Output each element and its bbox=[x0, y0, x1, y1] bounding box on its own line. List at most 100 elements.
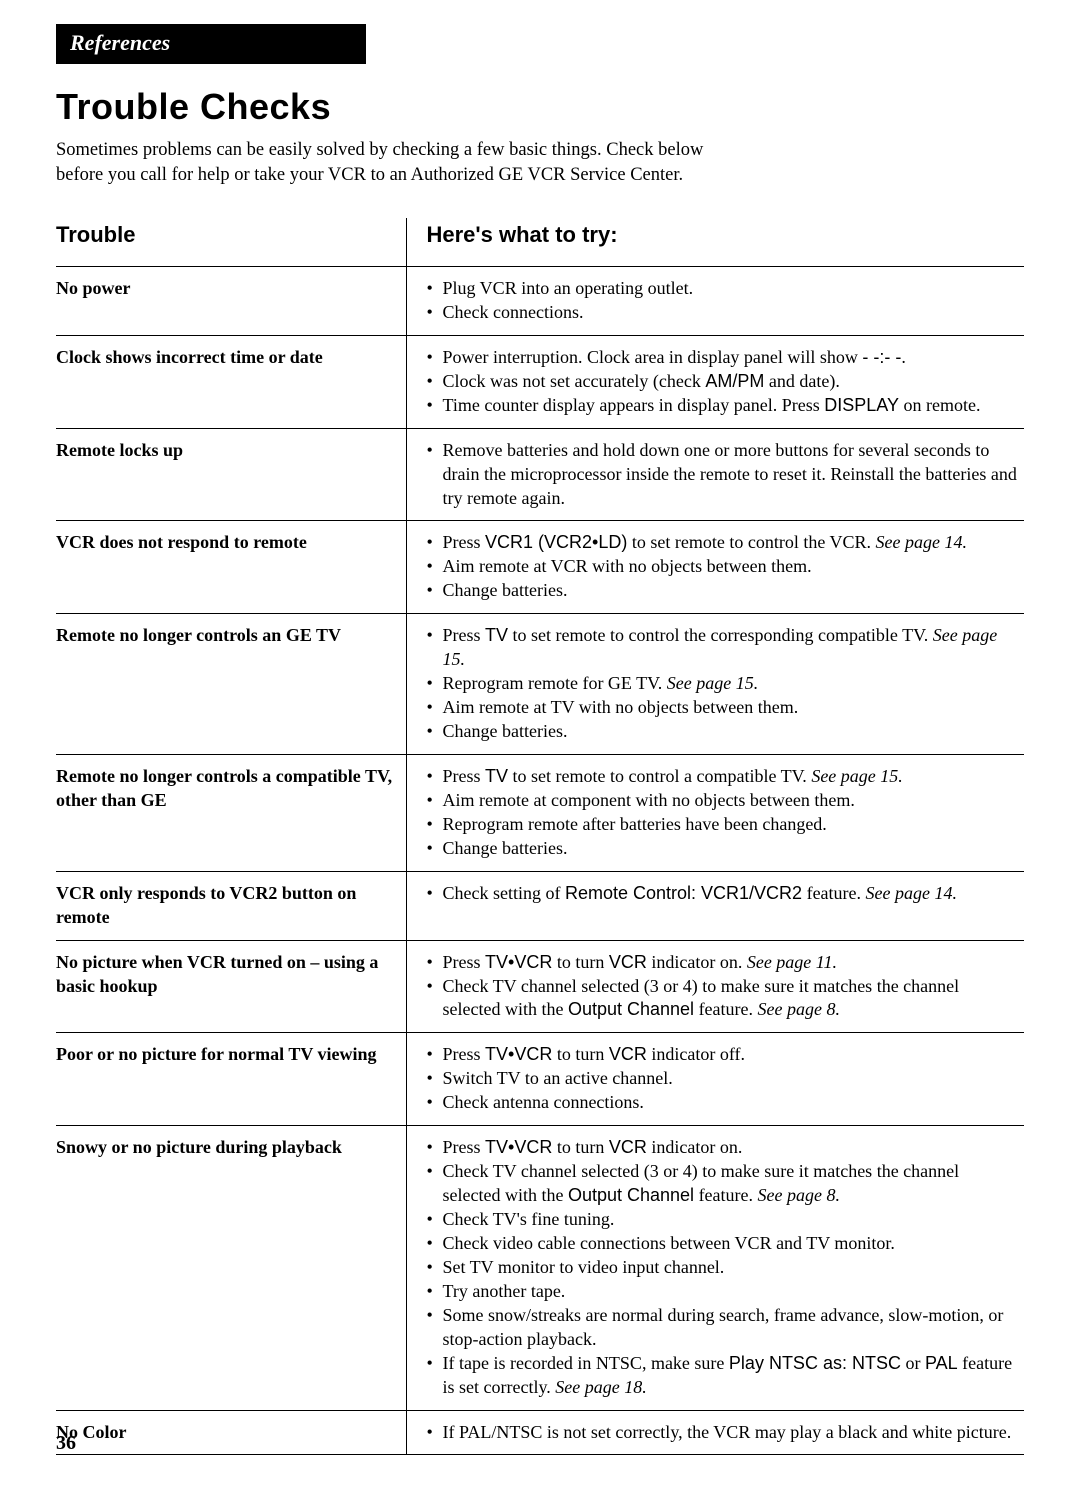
text-segment: VCR1 (VCR2•LD) bbox=[485, 532, 627, 552]
text-segment: Press bbox=[443, 625, 486, 645]
col-head-try: Here's what to try: bbox=[406, 218, 1024, 267]
page-title: Trouble Checks bbox=[56, 86, 1024, 128]
try-cell: Press TV•VCR to turn VCR indicator on. Ch… bbox=[406, 1126, 1024, 1410]
text-segment: See page 8. bbox=[758, 1185, 840, 1205]
col-head-trouble: Trouble bbox=[56, 218, 406, 267]
intro-line-2: before you call for help or take your VC… bbox=[56, 165, 683, 185]
text-segment: Try another tape. bbox=[443, 1281, 566, 1301]
table-row: Snowy or no picture during playbackPress… bbox=[56, 1126, 1024, 1410]
try-item: Check setting of Remote Control: VCR1/VC… bbox=[427, 882, 1019, 906]
text-segment: VCR bbox=[609, 952, 647, 972]
table-row: VCR only responds to VCR2 button on remo… bbox=[56, 871, 1024, 940]
try-item: Aim remote at TV with no objects between… bbox=[427, 696, 1019, 720]
text-segment: Output Channel bbox=[568, 1185, 694, 1205]
table-header-row: Trouble Here's what to try: bbox=[56, 218, 1024, 267]
text-segment: Check antenna connections. bbox=[443, 1092, 644, 1112]
try-item: Try another tape. bbox=[427, 1280, 1019, 1304]
try-item: Check antenna connections. bbox=[427, 1091, 1019, 1115]
text-segment: Time counter display appears in display … bbox=[443, 395, 825, 415]
trouble-cell: Snowy or no picture during playback bbox=[56, 1126, 406, 1410]
try-item: Reprogram remote after batteries have be… bbox=[427, 813, 1019, 837]
try-list: Press TV•VCR to turn VCR indicator on. Ch… bbox=[427, 1136, 1019, 1399]
trouble-cell: No Color bbox=[56, 1410, 406, 1455]
text-segment: See page 14. bbox=[876, 532, 967, 552]
intro-line-1: Sometimes problems can be easily solved … bbox=[56, 140, 703, 160]
text-segment: Power interruption. Clock area in displa… bbox=[443, 347, 863, 367]
table-body: No power Plug VCR into an operating outle… bbox=[56, 266, 1024, 1455]
text-segment: DISPLAY bbox=[824, 395, 899, 415]
text-segment: and date). bbox=[764, 371, 839, 391]
text-segment: feature. bbox=[802, 883, 865, 903]
text-segment: PAL bbox=[925, 1353, 958, 1373]
page: References Trouble Checks Sometimes prob… bbox=[0, 0, 1080, 1495]
intro-text: Sometimes problems can be easily solved … bbox=[56, 138, 1024, 188]
text-segment: AM/PM bbox=[705, 371, 764, 391]
text-segment: Clock was not set accurately (check bbox=[443, 371, 706, 391]
table-row: Remote locks up Remove batteries and hold… bbox=[56, 428, 1024, 521]
try-item: Time counter display appears in display … bbox=[427, 394, 1019, 418]
try-cell: Press TV•VCR to turn VCR indicator on. S… bbox=[406, 940, 1024, 1033]
try-item: Press TV•VCR to turn VCR indicator on. S… bbox=[427, 951, 1019, 975]
text-segment: indicator on. bbox=[647, 952, 747, 972]
try-item: Switch TV to an active channel. bbox=[427, 1067, 1019, 1091]
text-segment: Some snow/streaks are normal during sear… bbox=[443, 1305, 1004, 1349]
trouble-cell: No power bbox=[56, 266, 406, 335]
try-list: Remove batteries and hold down one or mo… bbox=[427, 439, 1019, 511]
page-number: 36 bbox=[56, 1432, 76, 1455]
text-segment: If tape is recorded in NTSC, make sure bbox=[443, 1353, 729, 1373]
table-row: Remote no longer controls a compatible T… bbox=[56, 754, 1024, 871]
text-segment: Remote Control: VCR1/VCR2 bbox=[565, 883, 802, 903]
text-segment: TV•VCR bbox=[485, 1044, 552, 1064]
try-item: Aim remote at component with no objects … bbox=[427, 789, 1019, 813]
try-list: Press TV to set remote to control the co… bbox=[427, 624, 1019, 744]
text-segment: on remote. bbox=[899, 395, 980, 415]
text-segment: to set remote to control the VCR. bbox=[627, 532, 875, 552]
trouble-cell: Remote no longer controls an GE TV bbox=[56, 614, 406, 755]
text-segment: See page 11. bbox=[747, 952, 837, 972]
table-row: No picture when VCR turned on – using a … bbox=[56, 940, 1024, 1033]
try-list: If PAL/NTSC is not set correctly, the VC… bbox=[427, 1421, 1019, 1445]
text-segment: TV bbox=[485, 625, 508, 645]
text-segment: See page 8. bbox=[758, 999, 840, 1019]
try-item: Aim remote at VCR with no objects betwee… bbox=[427, 555, 1019, 579]
text-segment: VCR bbox=[609, 1044, 647, 1064]
text-segment: Check setting of bbox=[443, 883, 565, 903]
text-segment: Press bbox=[443, 766, 486, 786]
text-segment: Press bbox=[443, 1044, 486, 1064]
try-cell: Press TV to set remote to control the co… bbox=[406, 614, 1024, 755]
try-list: Power interruption. Clock area in displa… bbox=[427, 346, 1019, 418]
try-item: Press TV•VCR to turn VCR indicator on. bbox=[427, 1136, 1019, 1160]
text-segment: Press bbox=[443, 1137, 486, 1157]
try-item: Check video cable connections between VC… bbox=[427, 1232, 1019, 1256]
table-row: VCR does not respond to remotePress VCR1… bbox=[56, 521, 1024, 614]
try-item: Check connections. bbox=[427, 301, 1019, 325]
try-list: Press VCR1 (VCR2•LD) to set remote to co… bbox=[427, 531, 1019, 603]
text-segment: Aim remote at TV with no objects between… bbox=[443, 697, 799, 717]
try-item: If PAL/NTSC is not set correctly, the VC… bbox=[427, 1421, 1019, 1445]
text-segment: Remove batteries and hold down one or mo… bbox=[443, 440, 1017, 508]
text-segment: TV•VCR bbox=[485, 952, 552, 972]
text-segment: See page 15. bbox=[811, 766, 902, 786]
table-row: Clock shows incorrect time or date Power … bbox=[56, 335, 1024, 428]
text-segment: indicator off. bbox=[647, 1044, 745, 1064]
text-segment: VCR bbox=[609, 1137, 647, 1157]
text-segment: to set remote to control the correspondi… bbox=[508, 625, 933, 645]
try-item: Plug VCR into an operating outlet. bbox=[427, 277, 1019, 301]
try-item: Check TV's fine tuning. bbox=[427, 1208, 1019, 1232]
text-segment: See page 18. bbox=[555, 1377, 646, 1397]
try-cell: Check setting of Remote Control: VCR1/VC… bbox=[406, 871, 1024, 940]
trouble-cell: Remote locks up bbox=[56, 428, 406, 521]
text-segment: Change batteries. bbox=[443, 721, 568, 741]
text-segment: indicator on. bbox=[647, 1137, 742, 1157]
try-cell: Press TV•VCR to turn VCR indicator off.S… bbox=[406, 1033, 1024, 1126]
text-segment: Change batteries. bbox=[443, 838, 568, 858]
try-cell: Press VCR1 (VCR2•LD) to set remote to co… bbox=[406, 521, 1024, 614]
try-item: Press TV to set remote to control a comp… bbox=[427, 765, 1019, 789]
text-segment: Plug VCR into an operating outlet. bbox=[443, 278, 694, 298]
try-list: Check setting of Remote Control: VCR1/VC… bbox=[427, 882, 1019, 906]
trouble-cell: Clock shows incorrect time or date bbox=[56, 335, 406, 428]
table-row: No Color If PAL/NTSC is not set correctly… bbox=[56, 1410, 1024, 1455]
try-item: If tape is recorded in NTSC, make sure P… bbox=[427, 1352, 1019, 1400]
try-item: Power interruption. Clock area in displa… bbox=[427, 346, 1019, 370]
text-segment: to set remote to control a compatible TV… bbox=[508, 766, 811, 786]
